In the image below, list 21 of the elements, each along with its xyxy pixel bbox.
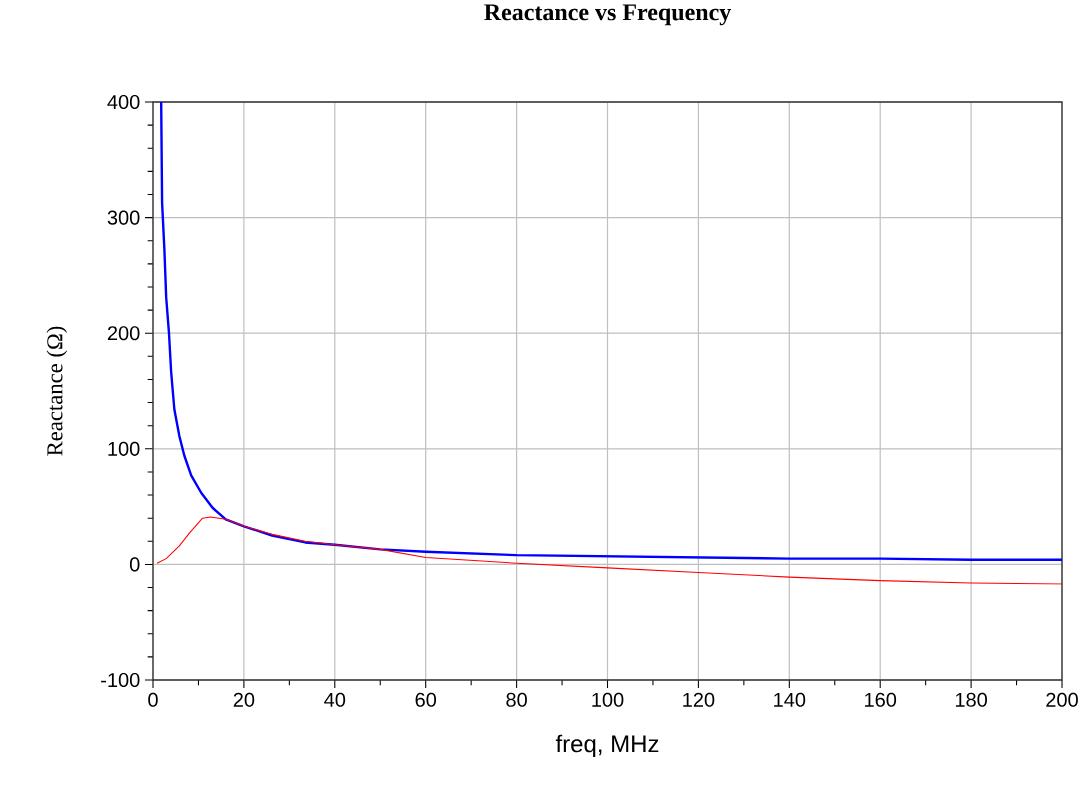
chart-title: Reactance vs Frequency — [484, 4, 732, 26]
y-tick-label: 400 — [107, 94, 140, 110]
x-tick-label: 120 — [683, 692, 715, 707]
y-tick-label: 300 — [107, 210, 140, 225]
x-tick-label: 60 — [415, 692, 437, 707]
y-tick-label: 200 — [107, 326, 140, 341]
x-tick-label: 100 — [592, 692, 624, 707]
x-tick-label: 180 — [955, 692, 987, 707]
x-tick-label: 140 — [774, 692, 806, 707]
x-tick-label: 20 — [233, 692, 255, 707]
x-tick-label: 40 — [324, 692, 346, 707]
y-axis-title: Reactance (Ω) — [46, 326, 68, 456]
line-series — [156, 516, 1063, 585]
y-tick-label: -100 — [101, 672, 140, 688]
x-tick-label: 200 — [1046, 692, 1078, 707]
x-tick-label: 0 — [148, 692, 158, 707]
x-tick-label: 160 — [865, 692, 897, 707]
x-tick-label: 80 — [506, 692, 527, 707]
y-tick-label: 100 — [108, 441, 140, 456]
x-axis-title: freq, MHz — [555, 734, 659, 758]
y-tick-label: 0 — [129, 557, 140, 572]
